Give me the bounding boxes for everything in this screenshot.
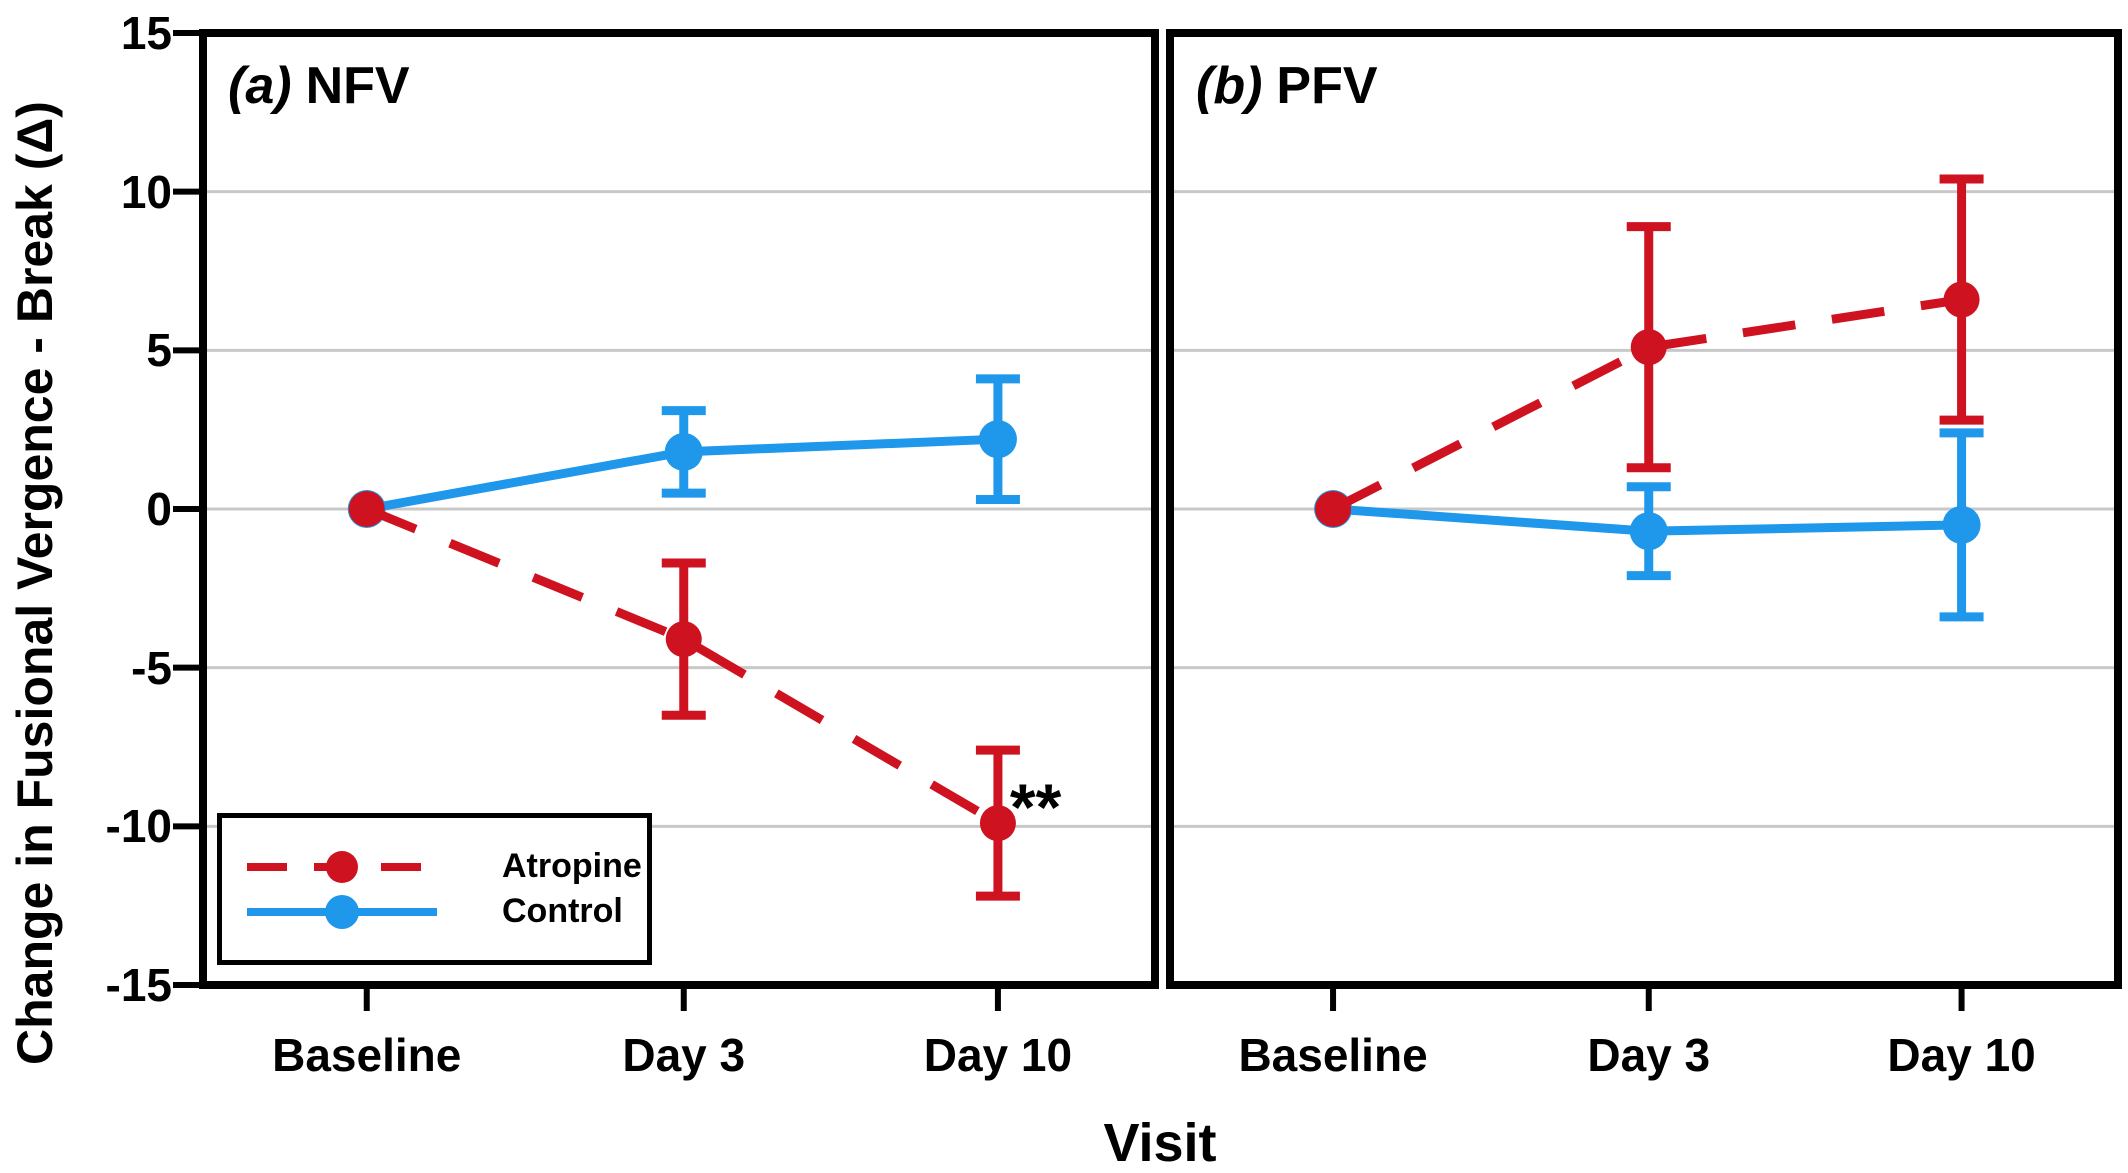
legend-item-control: Control bbox=[222, 889, 647, 934]
marker-atropine-day-3 bbox=[665, 621, 702, 658]
marker-atropine-day-10 bbox=[1943, 281, 1980, 318]
x-tick-label: Baseline bbox=[1238, 1029, 1428, 1081]
panel-a-label: (a) bbox=[228, 57, 292, 115]
legend-item-atropine: Atropine bbox=[222, 844, 647, 889]
panel-a-name: NFV bbox=[305, 57, 410, 115]
series-line-atropine bbox=[365, 504, 1001, 828]
y-tick-label: -10 bbox=[105, 800, 172, 853]
marker-atropine-day-3 bbox=[1630, 329, 1667, 366]
x-tick-label: Day 10 bbox=[923, 1029, 1073, 1081]
marker-atropine-baseline bbox=[1315, 491, 1352, 527]
panel-frame bbox=[199, 29, 1159, 989]
x-tick-label: Baseline bbox=[272, 1029, 462, 1081]
marker-control-day-3 bbox=[664, 432, 703, 471]
marker-control-day-10 bbox=[978, 420, 1017, 459]
y-tick-label: 5 bbox=[146, 324, 172, 377]
legend-sample-control-icon bbox=[247, 894, 437, 929]
series-line-atropine bbox=[1331, 295, 1963, 514]
legend-marker-atropine bbox=[326, 850, 358, 883]
x-axis-title: Visit bbox=[1103, 1113, 1217, 1173]
y-tick-label: 15 bbox=[120, 7, 172, 59]
marker-control-day-10 bbox=[1942, 505, 1981, 544]
significance-annotation: ** bbox=[1010, 770, 1062, 844]
panel-b-label: (b) bbox=[1196, 57, 1263, 115]
y-tick-label: 0 bbox=[146, 483, 172, 535]
legend-marker-control bbox=[325, 894, 359, 929]
x-tick-label: Day 3 bbox=[1587, 1029, 1711, 1081]
y-tick-label: -5 bbox=[131, 641, 172, 694]
legend-sample-atropine-icon bbox=[247, 850, 437, 883]
panel-b-name: PFV bbox=[1276, 57, 1378, 115]
marker-control-day-3 bbox=[1629, 512, 1668, 551]
panel-b-title: (b) PFV bbox=[1196, 56, 1378, 116]
x-tick-label: Day 10 bbox=[1887, 1029, 2036, 1081]
panel-nfv: ** bbox=[173, 29, 1159, 1011]
x-tick-label: Day 3 bbox=[622, 1029, 746, 1081]
panel-frame bbox=[1166, 29, 2122, 989]
panel-pfv bbox=[1166, 29, 2122, 1011]
legend: Atropine Control bbox=[217, 813, 652, 965]
marker-atropine-baseline bbox=[348, 491, 385, 527]
marker-atropine-day-10 bbox=[979, 805, 1016, 842]
y-tick-label: 10 bbox=[120, 165, 172, 218]
legend-label-control: Control bbox=[502, 892, 623, 930]
legend-label-atropine: Atropine bbox=[502, 847, 642, 885]
y-tick-label: -15 bbox=[105, 959, 172, 1011]
panel-a-title: (a) NFV bbox=[228, 56, 410, 116]
